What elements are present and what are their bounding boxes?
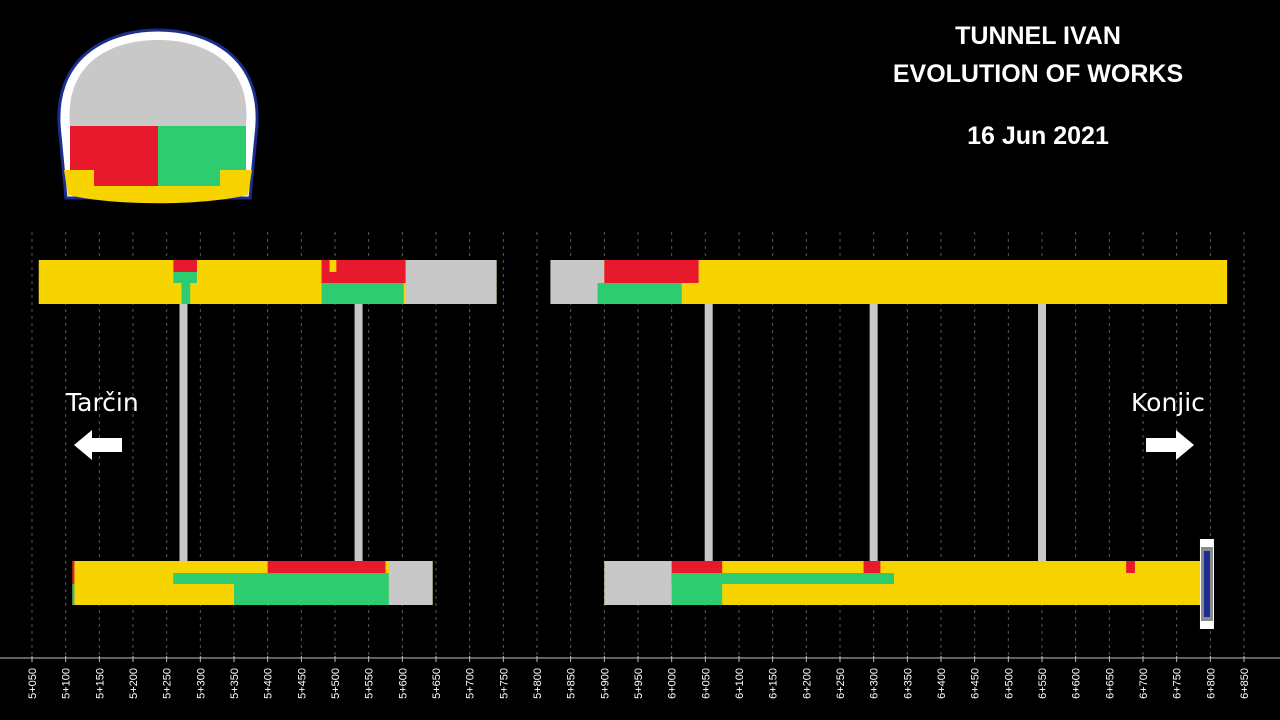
tick-label: 6+650: [1104, 668, 1116, 699]
progress-segment: [321, 272, 406, 283]
progress-segment: [1126, 561, 1135, 573]
tick-label: 6+550: [1037, 668, 1049, 699]
tick-label: 6+850: [1239, 668, 1251, 699]
tick-label: 5+150: [94, 668, 106, 699]
progress-segment: [604, 272, 699, 283]
direction-right-label: Konjic: [1131, 388, 1205, 417]
upper-tube: [38, 260, 1228, 304]
tick-label: 6+250: [835, 668, 847, 699]
tick-label: 5+100: [61, 668, 73, 699]
tick-label: 5+600: [397, 668, 409, 699]
report-date: 16 Jun 2021: [967, 122, 1109, 150]
tick-label: 5+500: [330, 668, 342, 699]
tick-label: 5+300: [195, 668, 207, 699]
progress-segment: [550, 260, 605, 304]
tick-label: 5+950: [633, 668, 645, 699]
chainage-axis: 5+050 5+100 5+150 5+200 5+250 5+300 5+350 5+400…: [0, 656, 1280, 699]
tick-label: 6+100: [734, 668, 746, 699]
progress-segment: [173, 272, 197, 283]
tick-label: 5+350: [229, 668, 241, 699]
progress-segment: [405, 260, 497, 304]
cross-passage: [869, 302, 878, 562]
tick-label: 5+050: [27, 668, 39, 699]
tunnel-tubes: [38, 260, 1228, 629]
arrow-left-icon: [74, 430, 122, 460]
progress-segment: [234, 584, 389, 605]
tick-label: 5+400: [263, 668, 275, 699]
title-line-1: TUNNEL IVAN: [955, 22, 1121, 50]
tick-label: 6+350: [902, 668, 914, 699]
tick-label: 6+600: [1071, 668, 1083, 699]
cross-passage: [1038, 302, 1046, 562]
tick-label: 6+300: [869, 668, 881, 699]
progress-segment: [321, 260, 406, 272]
cross-passage: [354, 302, 363, 562]
tick-label: 5+650: [431, 668, 443, 699]
arrow-right-icon: [1146, 430, 1194, 460]
direction-left-label: Tarčin: [66, 388, 139, 417]
tick-label: 5+800: [532, 668, 544, 699]
progress-segment: [329, 260, 337, 272]
tick-label: 6+500: [1003, 668, 1015, 699]
tunnel-cross-section: [57, 28, 259, 204]
tick-label: 6+400: [936, 668, 948, 699]
progress-segment: [72, 561, 75, 605]
tick-label: 5+250: [162, 668, 174, 699]
tick-label: 6+050: [700, 668, 712, 699]
tick-label: 5+450: [296, 668, 308, 699]
tick-label: 6+450: [970, 668, 982, 699]
tick-label: 6+750: [1172, 668, 1184, 699]
tick-label: 6+800: [1205, 668, 1217, 699]
lower-tube: [72, 561, 1201, 605]
progress-segment: [173, 573, 389, 584]
tick-label: 6+000: [667, 668, 679, 699]
cross-passage: [704, 302, 713, 562]
tick-label: 5+200: [128, 668, 140, 699]
invert-zone: [64, 170, 252, 204]
progress-segment: [267, 561, 386, 573]
cross-passage: [179, 302, 188, 562]
tick-label: 5+700: [465, 668, 477, 699]
progress-segment: [604, 260, 699, 272]
progress-segment: [597, 283, 682, 304]
tick-label: 6+700: [1138, 668, 1150, 699]
tick-label: 5+550: [364, 668, 376, 699]
title-line-2: EVOLUTION OF WORKS: [892, 60, 1184, 88]
progress-segment: [173, 260, 197, 272]
progress-segment: [671, 573, 894, 584]
tick-label: 5+850: [566, 668, 578, 699]
tick-label: 5+900: [599, 668, 611, 699]
progress-segment: [671, 584, 723, 605]
progress-segment: [863, 561, 881, 573]
tick-label: 5+750: [498, 668, 510, 699]
progress-segment: [72, 584, 75, 605]
progress-segment: [388, 561, 433, 605]
cross-passages: [179, 302, 1046, 562]
progress-segment: [671, 561, 723, 573]
progress-segment: [604, 561, 672, 605]
progress-segment: [321, 283, 404, 304]
crown-zone: [69, 40, 247, 126]
progress-segment: [181, 283, 191, 304]
tick-label: 6+150: [768, 668, 780, 699]
tick-label: 6+200: [801, 668, 813, 699]
portal-marker: [1203, 551, 1210, 617]
